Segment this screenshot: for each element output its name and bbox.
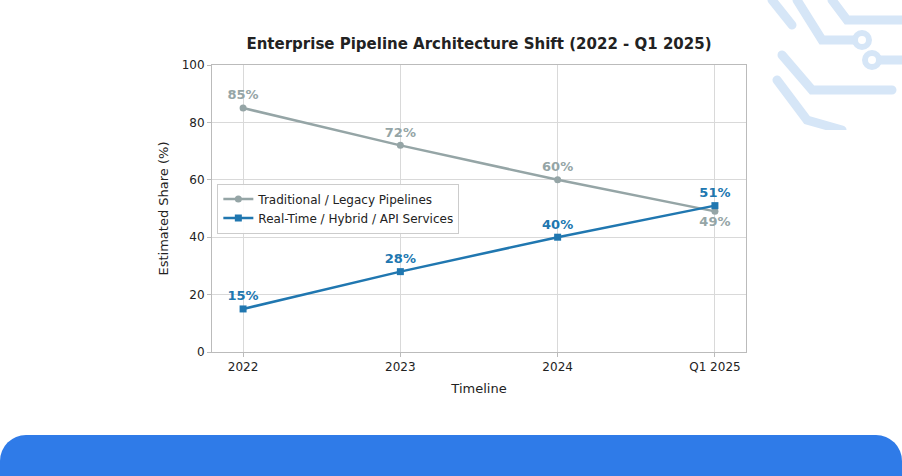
svg-text:40%: 40%: [542, 217, 573, 232]
svg-text:2024: 2024: [542, 360, 573, 374]
svg-text:0: 0: [197, 345, 205, 359]
svg-text:2023: 2023: [385, 360, 416, 374]
svg-text:Enterprise Pipeline Architectu: Enterprise Pipeline Architecture Shift (…: [246, 35, 711, 53]
svg-text:Q1 2025: Q1 2025: [689, 360, 740, 374]
svg-text:100: 100: [182, 58, 205, 72]
svg-text:85%: 85%: [228, 87, 259, 102]
svg-text:20: 20: [189, 288, 204, 302]
svg-text:80: 80: [189, 116, 204, 130]
svg-text:40: 40: [189, 230, 204, 244]
svg-text:15%: 15%: [228, 288, 259, 303]
svg-text:49%: 49%: [699, 214, 730, 229]
svg-text:Traditional / Legacy Pipelines: Traditional / Legacy Pipelines: [257, 193, 432, 207]
svg-text:51%: 51%: [699, 185, 730, 200]
svg-text:Estimated Share (%): Estimated Share (%): [156, 142, 171, 276]
svg-text:Timeline: Timeline: [450, 381, 506, 396]
svg-text:60%: 60%: [542, 159, 573, 174]
svg-text:Real-Time / Hybrid / API Servi: Real-Time / Hybrid / API Services: [258, 212, 453, 226]
svg-text:72%: 72%: [385, 125, 416, 140]
svg-text:28%: 28%: [385, 251, 416, 266]
svg-text:2022: 2022: [228, 360, 259, 374]
svg-text:60: 60: [189, 173, 204, 187]
